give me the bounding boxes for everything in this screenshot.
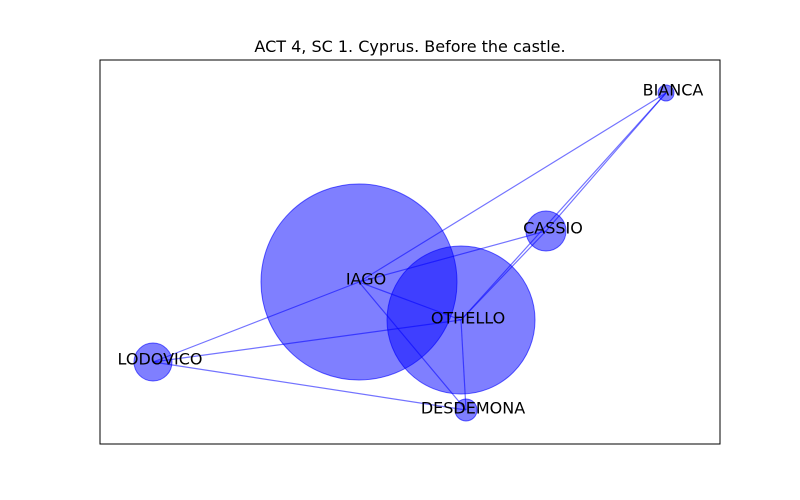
node-othello bbox=[386, 245, 536, 395]
plot-frame bbox=[99, 59, 721, 445]
node-label-desdemona: DESDEMONA bbox=[421, 399, 525, 418]
node-lodovico bbox=[133, 342, 173, 382]
node-label-lodovico: LODOVICO bbox=[118, 350, 203, 369]
nodes-layer bbox=[133, 84, 675, 422]
node-cassio bbox=[525, 210, 567, 252]
chart-title: ACT 4, SC 1. Cyprus. Before the castle. bbox=[254, 37, 565, 56]
node-label-iago: IAGO bbox=[346, 270, 386, 289]
edge-cassio-bianca bbox=[545, 92, 667, 232]
edge-lodovico-desdemona bbox=[152, 361, 467, 411]
node-desdemona bbox=[454, 398, 478, 422]
node-bianca bbox=[657, 84, 675, 102]
node-label-bianca: BIANCA bbox=[643, 81, 704, 100]
node-label-cassio: CASSIO bbox=[523, 219, 583, 238]
node-label-othello: OTHELLO bbox=[431, 309, 505, 328]
labels-layer: IAGO OTHELLO CASSIO LODOVICO DESDEMONA BIANCA bbox=[118, 81, 704, 418]
